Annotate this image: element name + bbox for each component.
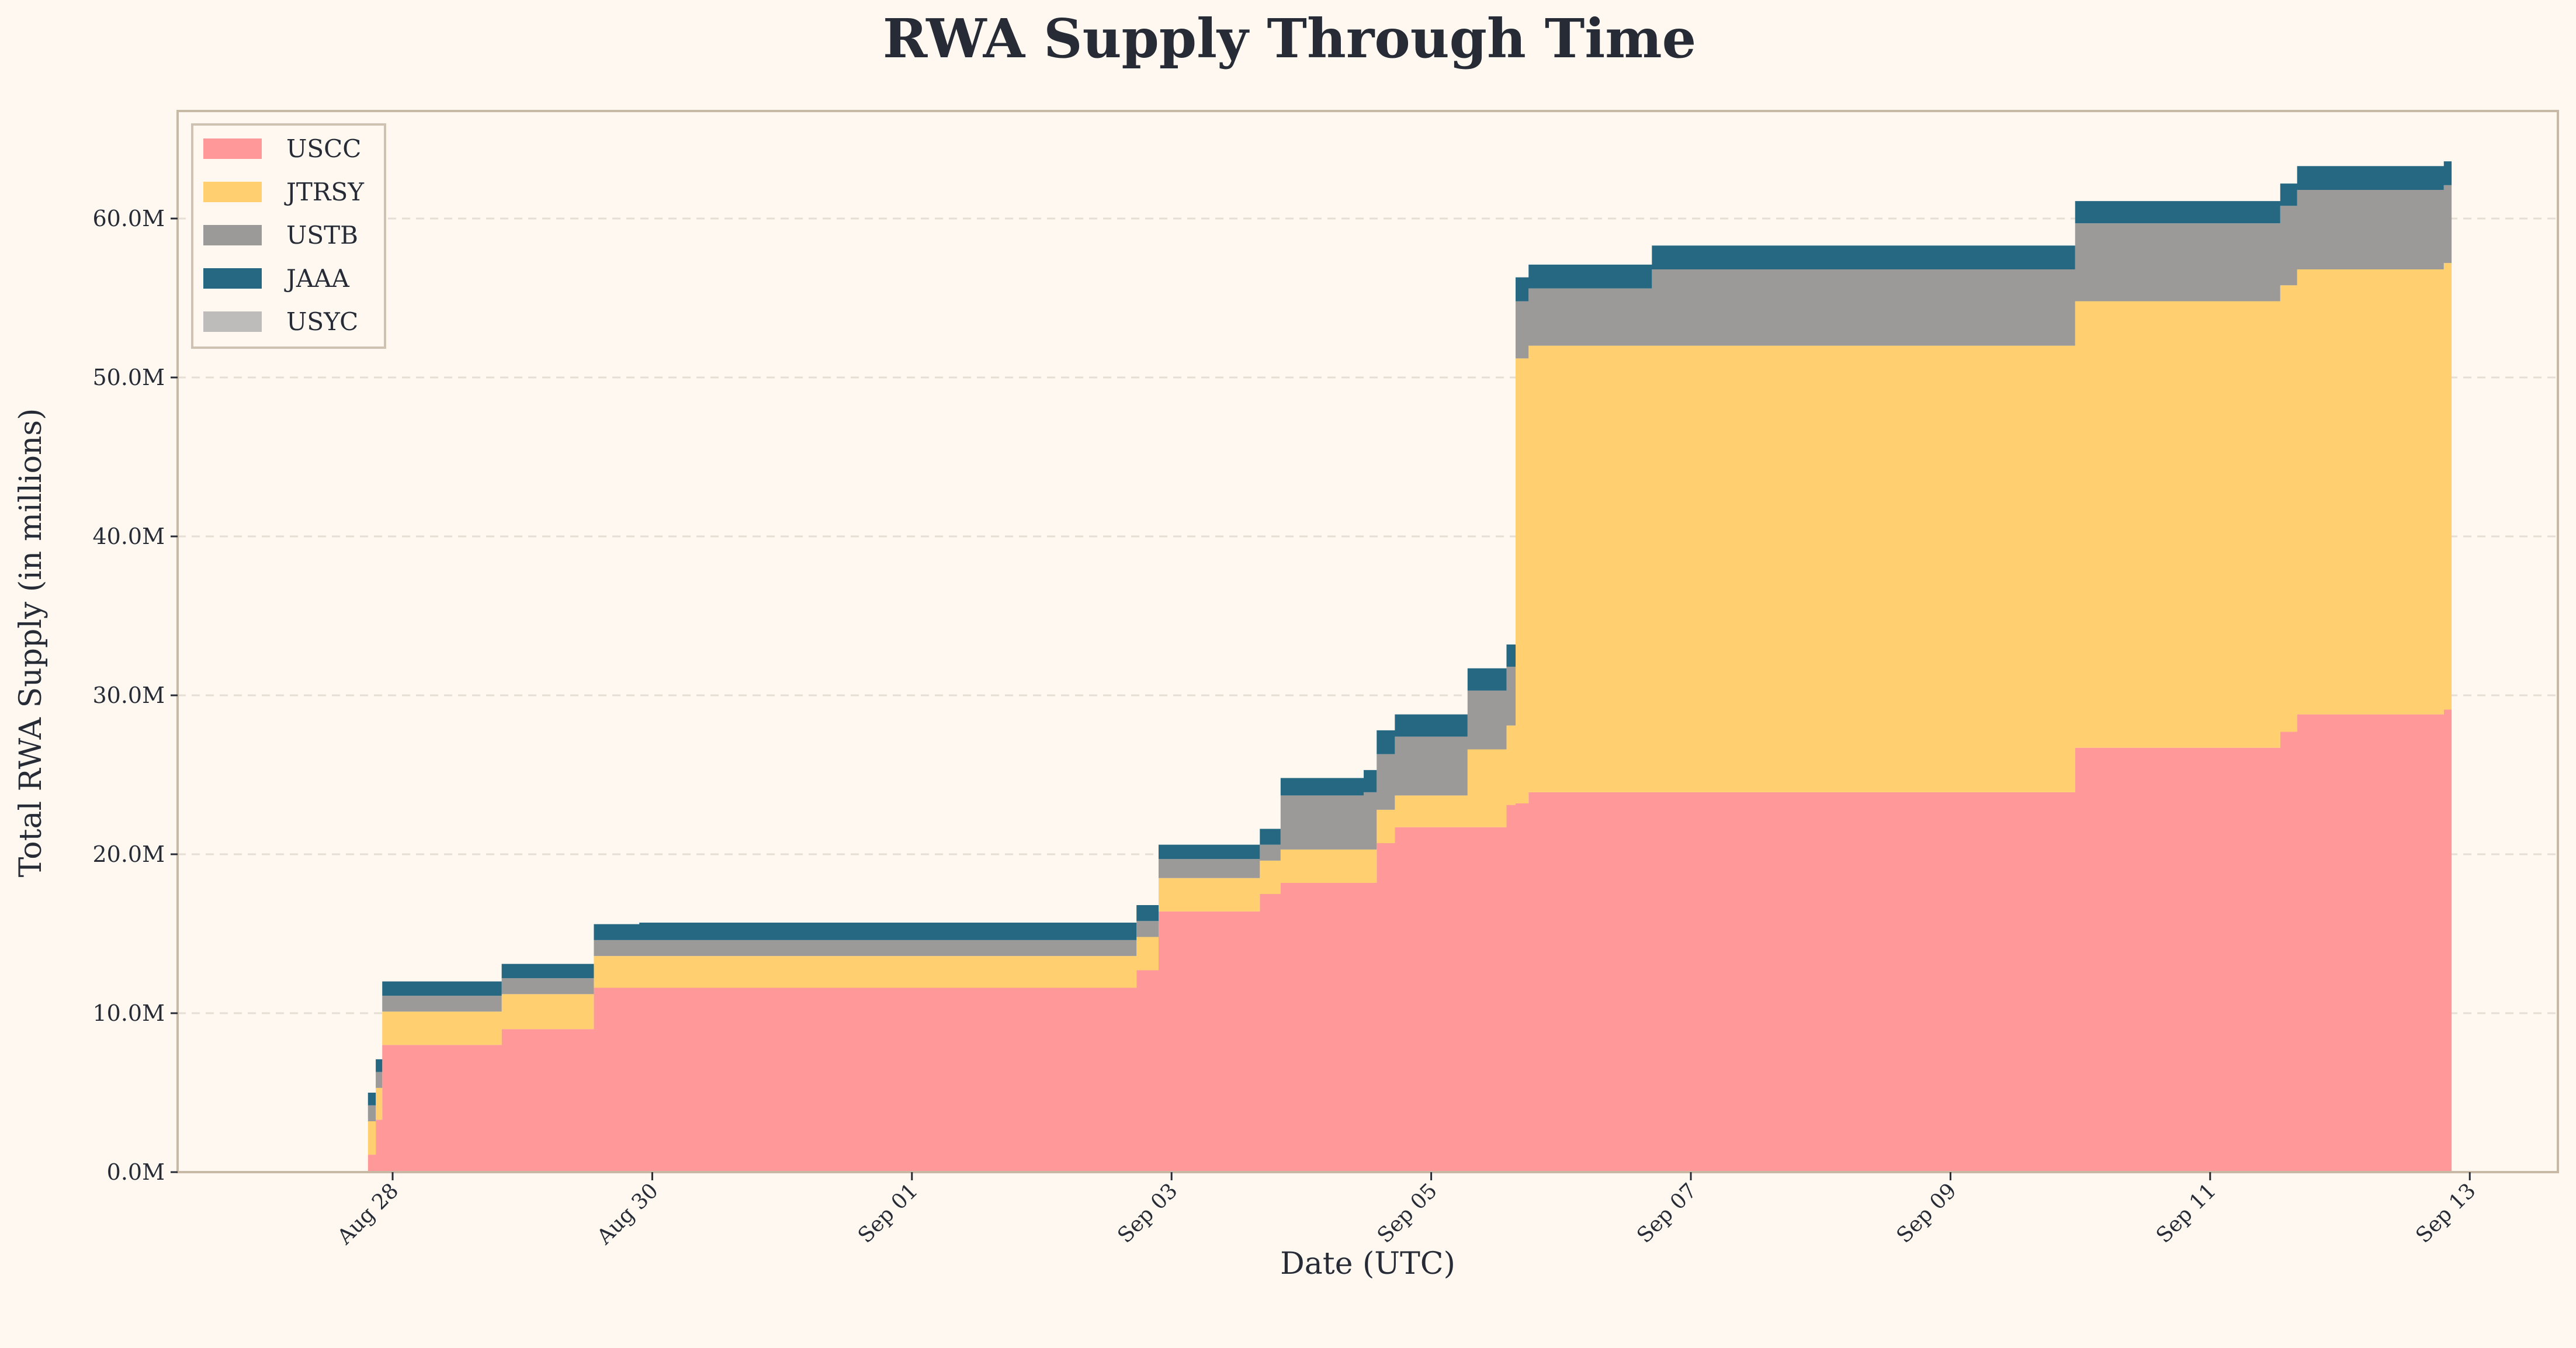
y-axis-label: Total RWA Supply (in millions) — [13, 408, 48, 878]
chart-title: RWA Supply Through Time — [883, 7, 1696, 70]
x-axis-label: Date (UTC) — [1280, 1246, 1455, 1281]
y-tick-label: 10.0M — [92, 1000, 165, 1026]
y-tick-label: 40.0M — [92, 524, 165, 549]
legend-swatch-ustb — [203, 225, 262, 245]
legend-label-jtrsy: JTRSY — [284, 178, 365, 206]
legend-label-jaaa: JAAA — [284, 264, 349, 293]
y-tick-label: 60.0M — [92, 206, 165, 231]
legend-swatch-jaaa — [203, 268, 262, 289]
y-tick-label: 30.0M — [92, 682, 165, 708]
y-tick-label: 20.0M — [92, 841, 165, 867]
y-axis: 0.0M 10.0M 20.0M 30.0M 40.0M 50.0M 60.0M — [92, 206, 178, 1185]
legend-swatch-uscc — [203, 138, 262, 159]
stacked-areas — [367, 161, 2452, 1172]
legend-swatch-jtrsy — [203, 182, 262, 202]
legend-label-usyc: USYC — [286, 307, 358, 336]
legend-label-uscc: USCC — [286, 134, 361, 163]
area-jtrsy — [367, 263, 2452, 1155]
legend: USCC JTRSY USTB JAAA USYC — [191, 123, 386, 349]
y-tick-label: 50.0M — [92, 365, 165, 390]
y-tick-label: 0.0M — [107, 1159, 165, 1185]
legend-label-ustb: USTB — [286, 221, 358, 249]
area-ustb — [367, 185, 2452, 1121]
legend-swatch-usyc — [203, 311, 262, 332]
area-uscc — [367, 709, 2452, 1172]
plot-frame — [176, 110, 2559, 1173]
